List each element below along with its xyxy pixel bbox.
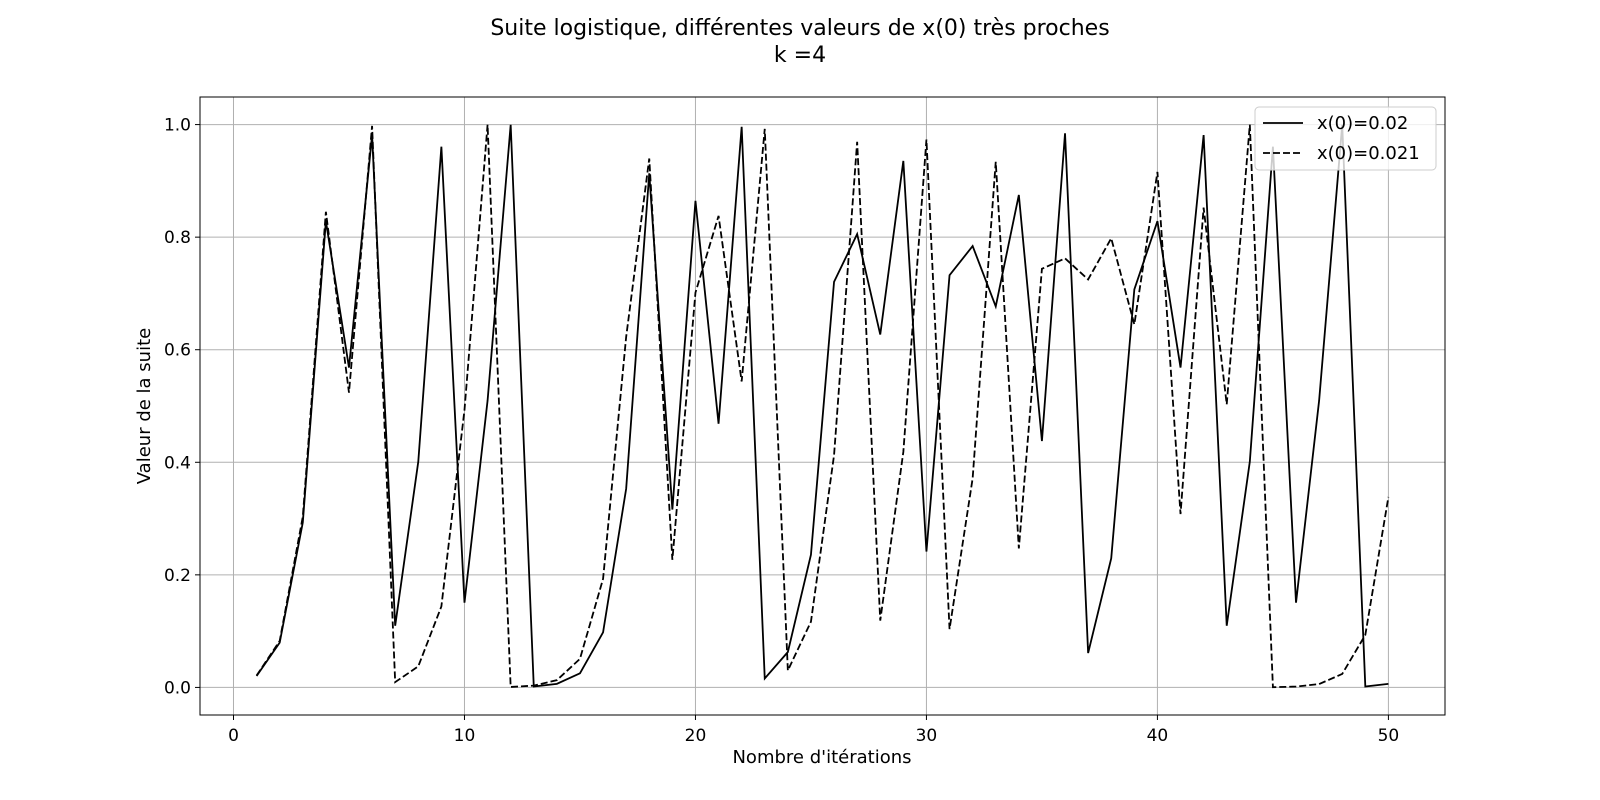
y-tick-label: 0.2 <box>164 566 191 586</box>
series-lines <box>255 124 1390 689</box>
y-tick-label: 0.6 <box>164 341 191 361</box>
chart-subtitle: k =4 <box>774 43 826 68</box>
x-tick-label: 30 <box>916 726 938 746</box>
y-tick-label: 0.0 <box>164 678 191 698</box>
x-tick-label: 0 <box>228 726 239 746</box>
x-tick-label: 20 <box>685 726 707 746</box>
series-line-1 <box>255 124 1389 688</box>
series-line-2 <box>255 124 1390 689</box>
grid-lines <box>200 97 1445 715</box>
legend: x(0)=0.02 x(0)=0.021 <box>1254 106 1437 171</box>
y-tick-label: 0.8 <box>164 228 191 248</box>
legend-label-series-1: x(0)=0.02 <box>1317 113 1408 134</box>
x-axis-label: Nombre d'itérations <box>732 747 911 768</box>
chart-title: Suite logistique, différentes valeurs de… <box>490 16 1109 41</box>
x-tick-label: 40 <box>1147 726 1169 746</box>
x-tick-label: 50 <box>1378 726 1400 746</box>
y-tick-label: 1.0 <box>164 116 191 136</box>
legend-label-series-2: x(0)=0.021 <box>1317 143 1420 164</box>
axis-ticks: 0 10 20 30 40 50 0.0 0.2 0.4 0.6 0.8 1.0 <box>164 116 1399 746</box>
y-axis-label: Valeur de la suite <box>134 328 155 484</box>
plot-frame <box>199 96 1446 716</box>
x-tick-label: 10 <box>454 726 476 746</box>
y-tick-label: 0.4 <box>164 453 191 473</box>
